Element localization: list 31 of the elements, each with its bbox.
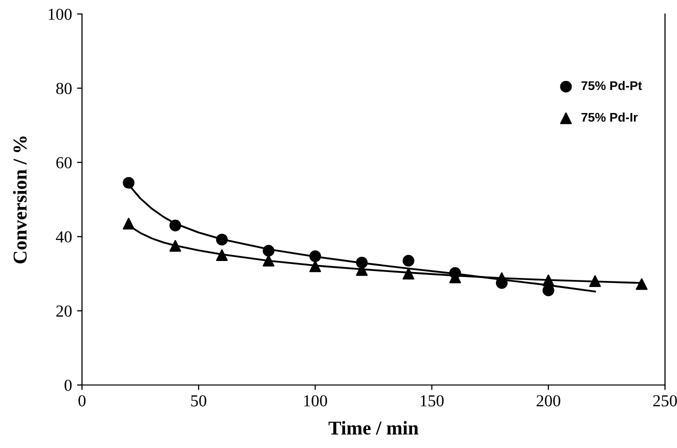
point (309, 250, 322, 262)
x-axis-title: Time / min (328, 420, 418, 435)
y-axis-title: Conversion / % (12, 136, 27, 264)
point (356, 256, 368, 268)
legend-label: 75% Pd-Pt (582, 80, 642, 90)
x-tick-label: 250 (653, 395, 677, 406)
point (402, 254, 414, 267)
x-tick-label: 0 (78, 395, 86, 406)
point (169, 220, 182, 232)
x-tick-label: 100 (304, 395, 328, 406)
y-tick-label: 100 (48, 8, 72, 20)
y-tick-label: 20 (56, 306, 72, 317)
y-tick-label: 40 (56, 231, 72, 243)
point (262, 244, 274, 257)
x-tick-label: 150 (420, 395, 444, 406)
point (589, 275, 601, 287)
point (122, 176, 134, 189)
x-tick-label: 200 (536, 395, 560, 406)
y-tick-label: 80 (56, 82, 72, 94)
point (636, 278, 648, 290)
y-tick-label: 0 (64, 380, 72, 391)
x-tick-label: 50 (191, 395, 206, 406)
point (402, 268, 414, 280)
point (542, 284, 554, 296)
y-tick-label: 60 (56, 157, 72, 168)
point (449, 267, 461, 279)
point (169, 240, 182, 252)
legend-label: 75% Pd-Ir (582, 112, 638, 122)
point (122, 218, 134, 230)
point (216, 234, 228, 246)
point (216, 249, 228, 261)
